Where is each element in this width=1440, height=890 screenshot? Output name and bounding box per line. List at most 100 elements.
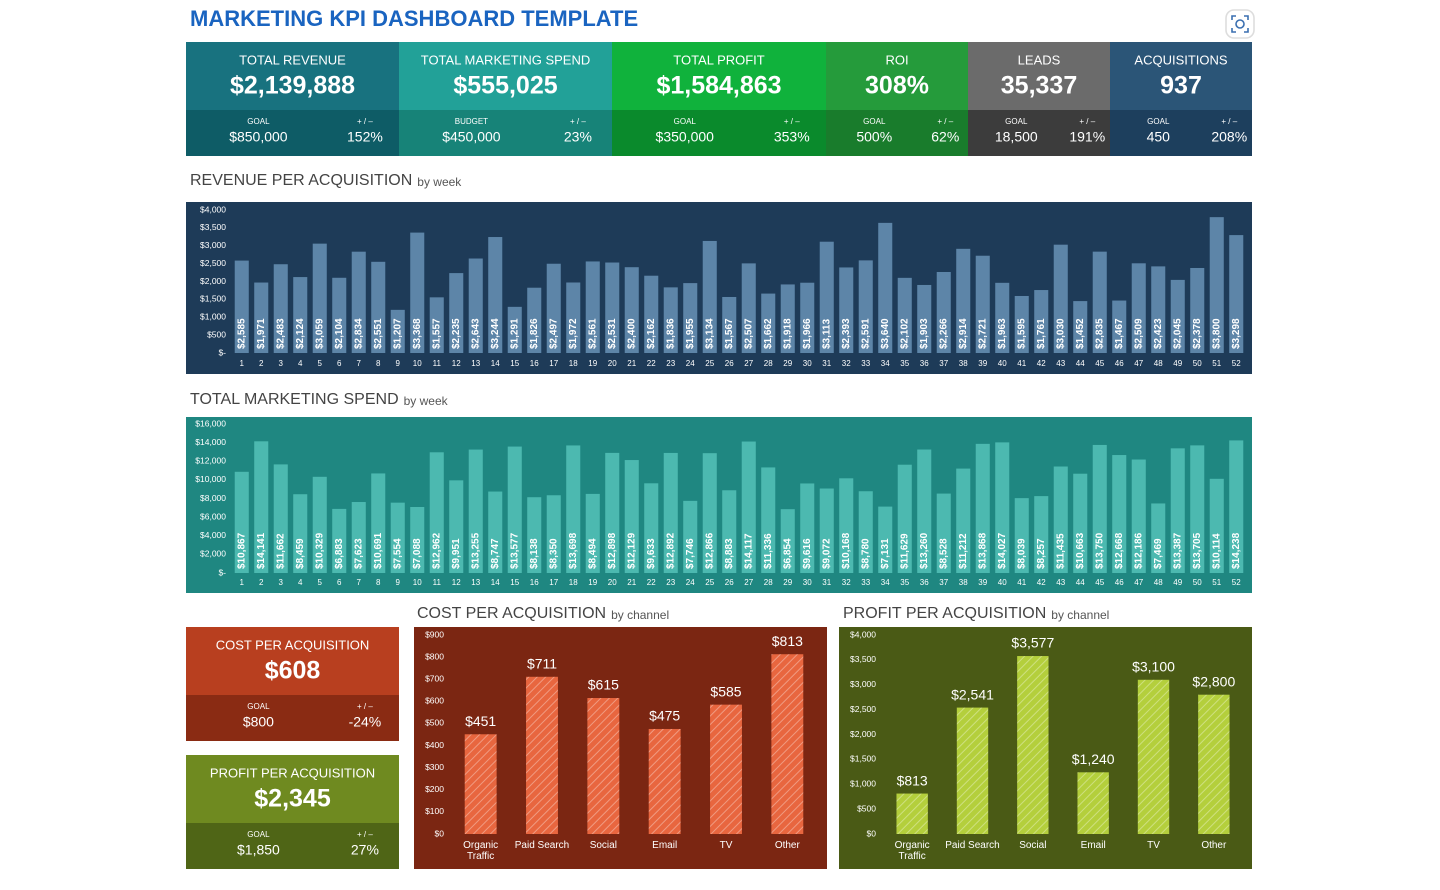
bar [1229,440,1244,573]
bar [585,493,600,573]
bar [858,491,873,573]
y-tick-label: $10,000 [195,474,226,484]
kpi-tile-top [399,42,612,110]
value-label: $1,595 [1016,318,1027,349]
bar [449,273,464,353]
bar [858,260,873,353]
bar [780,284,795,353]
value-label: $1,955 [685,318,696,349]
value-label: $711 [527,655,557,671]
bar [1073,473,1088,573]
kpi-target-label: GOAL [247,830,270,839]
bar [1131,263,1146,353]
chart-title: COST PER ACQUISITION [417,605,606,622]
kpi-delta: -24% [349,714,382,730]
x-tick-label: 40 [998,578,1007,587]
value-label: $1,567 [724,318,735,349]
x-tick-label: 37 [939,359,948,368]
kpi-tile-top [186,627,399,695]
x-tick-label: 30 [803,578,812,587]
y-tick-label: $8,000 [200,493,226,503]
y-tick-label: $- [218,347,226,357]
bar [975,443,990,573]
x-tick-label: 46 [1115,578,1124,587]
bar [449,480,464,573]
value-label: $2,393 [841,318,852,349]
x-tick-label: Email [652,840,678,851]
value-label: $2,266 [938,318,949,349]
value-label: $10,168 [841,532,852,569]
bar [644,275,659,353]
kpi-target: 18,500 [995,129,1038,145]
bar [1131,459,1146,573]
y-tick-label: $2,000 [200,549,226,559]
y-tick-label: $500 [207,329,226,339]
kpi-target-label: GOAL [1005,117,1028,126]
bar [1151,266,1166,353]
x-tick-label: TV [1147,840,1160,851]
bar [605,452,620,573]
value-label: $3,030 [1055,318,1066,349]
y-tick-label: $3,000 [200,240,226,250]
x-tick-label: 23 [666,578,675,587]
chart-title: PROFIT PER ACQUISITION [843,605,1046,622]
x-tick-label: 40 [998,359,1007,368]
x-tick-label: Paid Search [945,840,1000,851]
kpi-target: 450 [1147,129,1171,145]
x-tick-label: 19 [588,359,597,368]
x-tick-label: 34 [881,578,890,587]
value-label: $7,554 [392,538,403,569]
value-label: $12,892 [665,532,676,569]
x-tick-label: Social [589,840,617,851]
bar [1092,444,1107,573]
bar [878,222,893,353]
bar [644,483,659,573]
kpi-tile-top [612,42,826,110]
x-tick-label: 24 [686,578,695,587]
x-tick-label: 30 [803,359,812,368]
value-label: $8,350 [548,538,559,569]
y-tick-label: $2,000 [850,729,876,739]
y-tick-label: $14,000 [195,437,226,447]
x-tick-label: 49 [1173,359,1182,368]
kpi-value: $555,025 [453,72,557,100]
x-tick-label: 11 [433,359,442,368]
y-tick-label: $- [218,567,226,577]
value-label: $2,551 [373,318,384,349]
bar [722,490,737,573]
y-tick-label: $600 [425,696,444,706]
value-label: $2,507 [743,318,754,349]
x-tick-label: 39 [978,578,987,587]
value-label: $2,483 [275,318,286,349]
x-tick-label: 50 [1193,578,1202,587]
y-tick-label: $12,000 [195,456,226,466]
bar [1209,217,1224,353]
kpi-tile-bottom [968,110,1110,156]
value-label: $1,826 [529,318,540,349]
value-label: $7,088 [412,538,423,569]
x-tick-label: 28 [764,578,773,587]
bar [761,293,776,353]
value-label: $12,866 [704,532,715,569]
value-label: $12,129 [626,532,637,569]
x-tick-label: 14 [491,359,500,368]
value-label: $13,577 [509,532,520,569]
bar [507,306,522,353]
value-label: $1,918 [782,318,793,349]
x-tick-label: 31 [822,578,831,587]
y-tick-label: $700 [425,673,444,683]
value-label: $1,662 [763,318,774,349]
value-label: $2,800 [1192,673,1235,689]
kpi-delta-label: + / – [357,702,373,711]
x-tick-label: 4 [298,578,303,587]
value-label: $8,528 [938,538,949,569]
bar [1073,301,1088,353]
x-tick-label: 33 [861,359,870,368]
y-tick-label: $300 [425,762,444,772]
bar [663,452,678,573]
bar [371,473,386,573]
bar [710,704,742,834]
value-label: $14,027 [997,532,1008,569]
x-tick-label: 51 [1212,359,1221,368]
